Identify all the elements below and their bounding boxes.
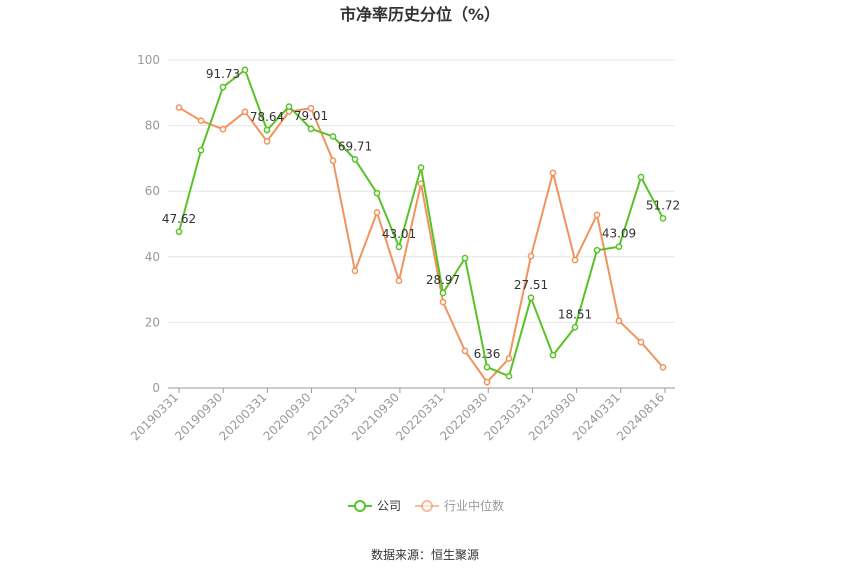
company-point <box>461 254 469 262</box>
company-point <box>373 189 381 197</box>
x-tick-label: 20240816 <box>614 390 667 443</box>
data-label: 28.97 <box>426 273 460 287</box>
company-point <box>483 363 491 371</box>
data-label: 43.01 <box>382 227 416 241</box>
industry-point <box>483 378 491 386</box>
legend-company-label: 公司 <box>377 499 401 513</box>
company-point <box>285 103 293 110</box>
data-labels: 47.62 91.73 78.64 79.01 69.71 43.01 28.97 6.36 2… <box>162 67 680 361</box>
y-tick-label: 40 <box>145 250 160 264</box>
industry-point <box>307 104 315 112</box>
data-label: 79.01 <box>294 109 328 123</box>
series-lines <box>175 66 667 386</box>
industry-point <box>263 137 271 145</box>
company-point <box>593 246 601 254</box>
data-label: 78.64 <box>250 110 284 124</box>
y-axis: 0 20 40 60 80 100 <box>137 53 160 395</box>
company-point <box>329 133 337 140</box>
industry-point <box>439 298 447 306</box>
y-tick-label: 80 <box>145 119 160 133</box>
industry-point <box>373 209 381 216</box>
company-point <box>549 351 557 359</box>
industry-point <box>615 317 623 325</box>
industry-point <box>395 277 403 285</box>
company-point <box>307 125 315 133</box>
industry-point <box>549 169 557 177</box>
company-point <box>527 294 535 302</box>
data-label: 69.71 <box>338 139 372 153</box>
legend-industry-label: 行业中位数 <box>444 498 504 513</box>
industry-point <box>351 267 359 275</box>
legend-item-industry[interactable]: 行业中位数 <box>415 498 504 513</box>
data-label: 47.62 <box>162 212 196 226</box>
data-label: 91.73 <box>206 67 240 81</box>
company-point <box>659 215 667 222</box>
data-label: 27.51 <box>514 278 548 292</box>
industry-point <box>175 104 183 111</box>
y-tick-label: 20 <box>145 315 160 329</box>
data-label: 51.72 <box>646 198 680 212</box>
industry-point <box>329 157 337 165</box>
legend-item-company[interactable]: 公司 <box>348 499 401 513</box>
industry-line <box>178 106 664 384</box>
company-point <box>219 83 227 91</box>
industry-point <box>505 355 513 362</box>
company-point <box>505 372 513 380</box>
company-point <box>615 243 623 251</box>
legend[interactable]: 公司 行业中位数 <box>348 498 504 513</box>
industry-point <box>197 117 205 125</box>
data-label: 6.36 <box>474 347 501 361</box>
industry-point <box>571 256 579 264</box>
industry-point <box>659 363 667 371</box>
industry-point <box>593 211 601 219</box>
company-point <box>351 156 359 163</box>
company-point <box>417 164 425 171</box>
legend-company-marker <box>354 500 366 512</box>
y-tick-label: 0 <box>152 381 160 395</box>
y-tick-label: 100 <box>137 53 160 67</box>
chart-title: 市净率历史分位（%） <box>340 5 500 24</box>
company-point <box>637 173 645 181</box>
company-point <box>175 228 183 236</box>
company-point <box>395 243 403 251</box>
x-axis: 2019033120190930202003312020093020210331… <box>128 387 675 443</box>
company-point <box>439 289 447 297</box>
company-point <box>197 146 205 154</box>
company-point <box>571 323 579 331</box>
company-point <box>241 66 249 74</box>
legend-industry-marker <box>421 500 433 512</box>
industry-point <box>219 125 227 133</box>
source-note: 数据来源：恒生聚源 <box>371 547 479 562</box>
industry-point <box>461 347 469 355</box>
y-tick-label: 60 <box>145 184 160 198</box>
data-label: 43.09 <box>602 227 636 241</box>
industry-point <box>241 108 249 116</box>
industry-point <box>527 252 535 260</box>
industry-point <box>637 338 645 346</box>
data-label: 18.51 <box>558 307 592 321</box>
company-point <box>263 126 271 134</box>
